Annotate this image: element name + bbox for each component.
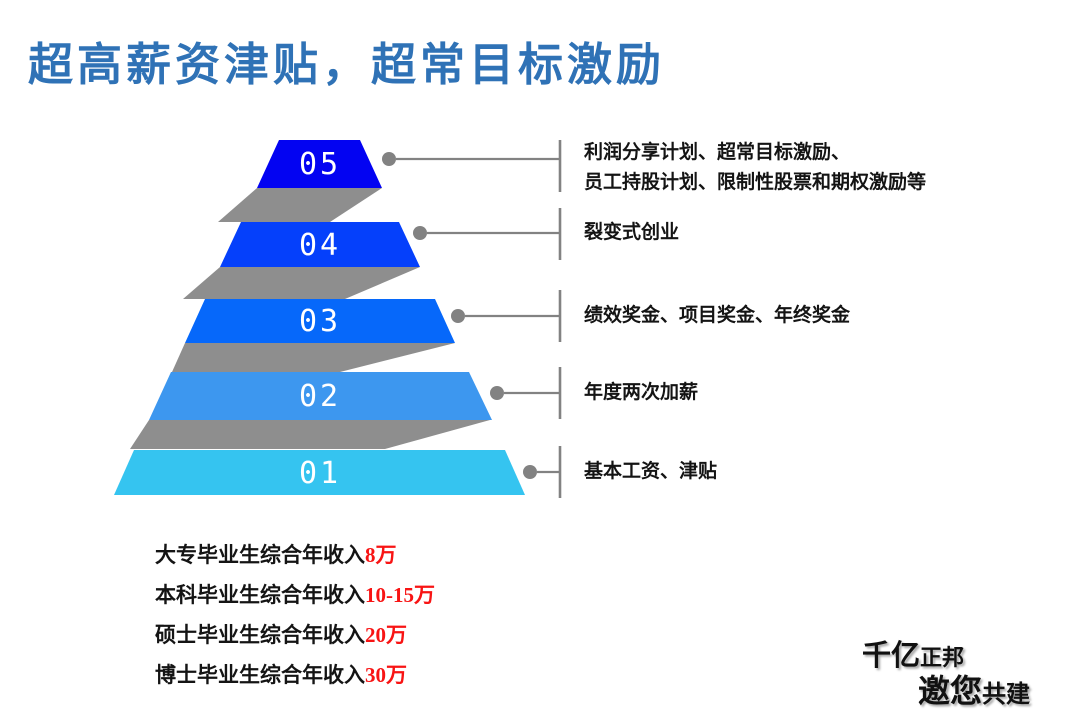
label-line-1: 裂变式创业 — [584, 222, 680, 243]
salary-prefix: 本科毕业生综合年收入 — [155, 583, 365, 607]
pyramid-level-01-number: 01 — [298, 456, 342, 491]
connector-level-02 — [490, 367, 562, 419]
salary-amount: 8万 — [365, 543, 397, 567]
connector-level-05 — [382, 140, 562, 192]
pyramid-level-03-shape — [185, 299, 455, 343]
salary-list: 大专毕业生综合年收入8万 本科毕业生综合年收入10-15万 硕士毕业生综合年收入… — [155, 535, 635, 695]
pyramid-level-05-shape — [257, 140, 382, 188]
ribbon-band-2 — [183, 267, 420, 299]
brand-logo-big-text: 千亿 — [862, 640, 921, 672]
pyramid-level-05-number: 05 — [298, 147, 342, 182]
connector-level-01 — [523, 446, 562, 498]
salary-prefix: 硕士毕业生综合年收入 — [155, 623, 365, 647]
connector-dot — [490, 386, 504, 400]
label-line-1: 利润分享计划、超常目标激励、 — [584, 142, 851, 163]
salary-line-1: 大专毕业生综合年收入8万 — [155, 535, 635, 575]
pyramid-level-02-shape — [149, 372, 492, 420]
pyramid-level-02-number: 02 — [298, 379, 342, 414]
salary-amount: 20万 — [365, 623, 407, 647]
brand-logo-line-2: 邀您共建 — [918, 666, 1030, 712]
ribbon-band-1 — [218, 188, 382, 222]
connector-dot — [523, 465, 537, 479]
brand-logo-small-text: 正邦 — [920, 645, 965, 670]
connector-level-03 — [451, 290, 562, 342]
ribbon-band-3 — [172, 343, 455, 372]
salary-line-3: 硕士毕业生综合年收入20万 — [155, 615, 635, 655]
salary-amount: 30万 — [365, 663, 407, 687]
pyramid-level-03-label: 绩效奖金、项目奖金、年终奖金 — [584, 301, 1044, 331]
salary-prefix: 博士毕业生综合年收入 — [155, 663, 365, 687]
connector-dot — [413, 226, 427, 240]
pyramid-level-01-label: 基本工资、津贴 — [584, 457, 1044, 487]
label-line-1: 绩效奖金、项目奖金、年终奖金 — [584, 305, 851, 326]
pyramid-level-04-shape — [220, 222, 420, 267]
salary-line-2: 本科毕业生综合年收入10-15万 — [155, 575, 635, 615]
ribbon-band-4 — [130, 420, 490, 449]
pyramid-level-04-label: 裂变式创业 — [584, 218, 1044, 248]
salary-prefix: 大专毕业生综合年收入 — [155, 543, 365, 567]
pyramid-level-03-number: 03 — [298, 304, 342, 339]
label-line-1: 年度两次加薪 — [584, 382, 699, 403]
brand-logo-small-text: 共建 — [982, 682, 1031, 708]
brand-logo-big-text: 邀您 — [918, 673, 983, 709]
salary-amount: 10-15万 — [365, 583, 435, 607]
label-line-1: 基本工资、津贴 — [584, 461, 718, 482]
pyramid-level-01-shape — [114, 450, 525, 495]
slide-title: 超高薪资津贴，超常目标激励 — [28, 40, 666, 90]
brand-logo-line-1: 千亿正邦 — [862, 632, 964, 674]
pyramid-level-05-label: 利润分享计划、超常目标激励、 员工持股计划、限制性股票和期权激励等 — [584, 138, 1044, 198]
pyramid-level-02-label: 年度两次加薪 — [584, 378, 1044, 408]
connector-dot — [382, 152, 396, 166]
connector-dot — [451, 309, 465, 323]
label-line-2: 员工持股计划、限制性股票和期权激励等 — [584, 172, 927, 193]
pyramid-level-04-number: 04 — [298, 228, 342, 263]
salary-line-4: 博士毕业生综合年收入30万 — [155, 655, 635, 695]
connector-level-04 — [413, 208, 562, 260]
